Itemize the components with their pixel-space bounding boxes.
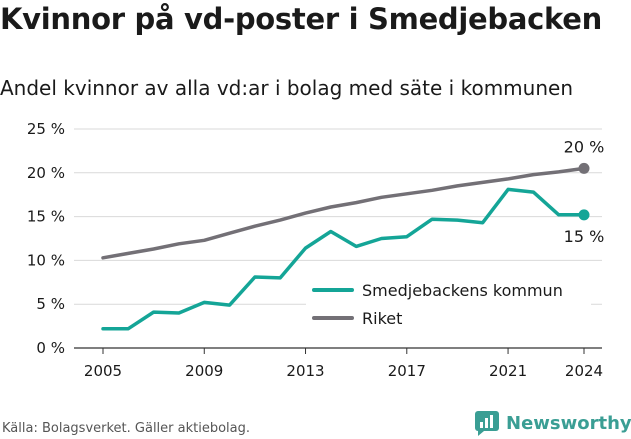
chart-title: Kvinnor på vd-poster i Smedjebacken [0,2,602,36]
x-tick-label: 2024 [565,362,603,380]
chart-subtitle: Andel kvinnor av alla vd:ar i bolag med … [0,76,573,100]
y-tick-label: 5 % [36,295,65,313]
y-tick-label: 10 % [27,251,65,269]
end-point-smedjebacken [578,209,590,221]
x-tick-label: 2013 [286,362,324,380]
legend-background [306,276,591,334]
series-line-smedjebacken [101,187,586,331]
brand-name: Newsworthy [506,412,631,434]
y-tick-label: 0 % [36,339,65,357]
newsworthy-logo-icon [475,411,499,436]
brand: Newsworthy [474,410,631,436]
y-tick-label: 25 % [27,120,65,138]
series-line-riket [101,166,586,260]
y-tick-label: 20 % [27,164,65,182]
x-tick-label: 2009 [185,362,223,380]
y-tick-label: 15 % [27,208,65,226]
line-chart: 0 % 5 % 10 % 15 % 20 % 25 % 2005 2009 2013 2017 20… [27,120,605,380]
legend-label: Riket [362,309,402,328]
x-tick-label: 2017 [388,362,426,380]
x-tick-label: 2005 [84,362,122,380]
source-note: Källa: Bolagsverket. Gäller aktiebolag. [2,421,251,436]
end-label-smedjebacken: 15 % [564,227,605,246]
end-label-riket: 20 % [564,137,605,156]
x-tick-label: 2021 [489,362,527,380]
end-point-riket [578,162,590,174]
legend-label: Smedjebackens kommun [362,281,563,300]
